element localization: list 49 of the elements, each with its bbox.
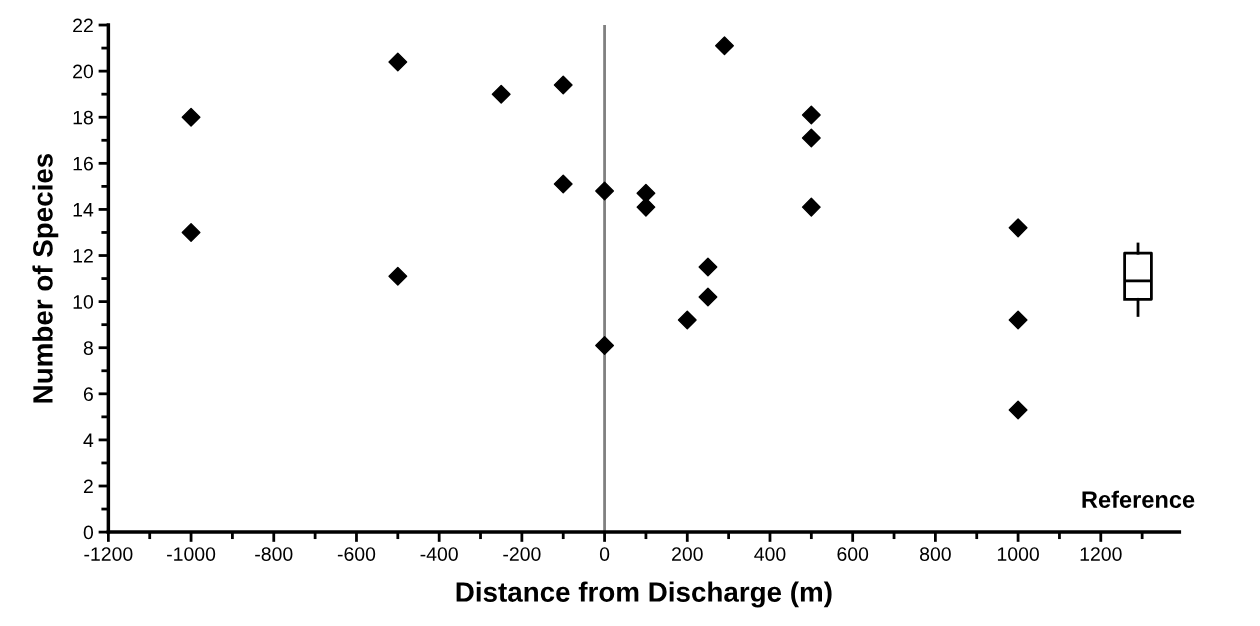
y-axis-title: Number of Species <box>32 153 59 403</box>
y-tick-label: 6 <box>83 387 93 402</box>
point <box>698 257 718 277</box>
point <box>801 128 821 148</box>
x-tick-label: 1000 <box>997 547 1039 561</box>
x-tick-label: -600 <box>337 547 376 561</box>
point <box>1008 310 1028 330</box>
x-tick-label: 0 <box>599 547 610 561</box>
y-tick-label: 8 <box>83 341 93 355</box>
y-tick-label: 20 <box>73 64 94 79</box>
point <box>698 287 718 307</box>
point <box>636 197 656 217</box>
x-tick-label: -1200 <box>84 547 133 561</box>
y-tick-label: 22 <box>73 18 93 33</box>
point <box>181 107 201 127</box>
point <box>595 181 615 201</box>
y-tick-label: 14 <box>73 203 94 217</box>
y-tick-label: 16 <box>73 156 93 171</box>
y-tick-label: 12 <box>73 248 93 263</box>
y-tick-label: 2 <box>83 479 93 494</box>
x-tick-label: -200 <box>503 547 541 561</box>
text: Reference <box>1082 490 1195 509</box>
point <box>553 174 573 194</box>
point <box>553 75 573 95</box>
point <box>677 310 697 330</box>
y-tick-label: 4 <box>83 433 94 447</box>
point <box>595 335 615 355</box>
x-tick-label: -400 <box>420 547 458 561</box>
x-tick-label: 600 <box>837 547 869 561</box>
x-tick-label: -1000 <box>167 547 216 561</box>
y-tick-label: 18 <box>73 110 93 125</box>
x-tick-label: 400 <box>754 547 786 561</box>
x-tick-label: 200 <box>672 547 703 561</box>
y-tick-label: 0 <box>83 525 94 540</box>
point <box>491 84 511 104</box>
point <box>801 197 821 217</box>
point <box>388 52 408 72</box>
x-tick-label: 1200 <box>1080 547 1122 561</box>
x-tick-label: 800 <box>920 547 951 561</box>
point <box>1008 400 1028 420</box>
point <box>801 105 821 125</box>
y-tick-label: 10 <box>73 295 94 309</box>
point <box>181 222 201 242</box>
point <box>715 36 734 56</box>
x-tick-label: -800 <box>255 547 293 561</box>
point <box>636 183 656 203</box>
point <box>388 266 408 286</box>
x-axis-title: Distance from Discharge (m) <box>456 581 832 608</box>
point <box>1008 218 1028 238</box>
